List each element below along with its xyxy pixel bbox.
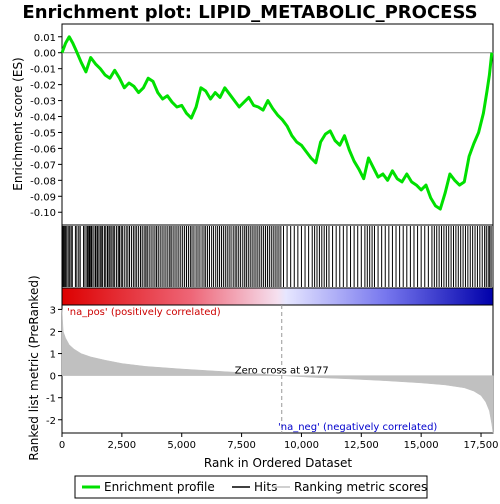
- legend: Enrichment profile Hits Ranking metric sco…: [82, 480, 427, 494]
- rank-xtick-label: 10,000: [284, 440, 319, 451]
- rank-xtick-label: 7,500: [227, 440, 256, 451]
- rank-xtick-label: 17,500: [464, 440, 499, 451]
- metric-ytick-label: 1: [50, 350, 56, 361]
- es-ytick-label: -0.07: [30, 160, 56, 171]
- rank-xtick-label: 15,000: [404, 440, 439, 451]
- legend-label: Ranking metric scores: [294, 480, 427, 494]
- es-axis: 0.01 0.00 -0.01 -0.02 -0.03 -0.04 -0.05 -0.06 -0…: [30, 33, 62, 219]
- metric-ytick-label: 3: [50, 305, 56, 316]
- rank-xtick-label: 12,500: [344, 440, 379, 451]
- hits-group: [61, 226, 492, 287]
- es-ytick-label: -0.09: [30, 192, 56, 203]
- legend-box: [74, 475, 428, 499]
- legend-label: Enrichment profile: [104, 480, 215, 494]
- es-ytick-label: -0.06: [30, 144, 56, 155]
- metric-ytick-label: -2: [46, 416, 56, 427]
- es-ytick-label: -0.10: [30, 208, 56, 219]
- es-ytick-label: 0.00: [34, 49, 56, 60]
- metric-ytick-label: 2: [50, 327, 56, 338]
- rank-xtick-label: 5,000: [167, 440, 196, 451]
- es-ytick-label: -0.03: [30, 97, 56, 108]
- es-ytick-label: -0.08: [30, 176, 56, 187]
- es-ytick-label: -0.01: [30, 65, 56, 76]
- metric-axis: 3 2 1 0 -1 -2: [46, 305, 62, 427]
- rank-xlabel: Rank in Ordered Dataset: [204, 456, 352, 470]
- zero-cross-label: Zero cross at 9177: [235, 366, 329, 377]
- es-ylabel: Enrichment score (ES): [11, 57, 25, 190]
- metric-ylabel: Ranked list metric (PreRanked): [27, 275, 41, 460]
- rank-xtick-label: 0: [59, 440, 65, 451]
- enrichment-profile-line: [60, 35, 494, 211]
- es-ytick-label: -0.02: [30, 81, 56, 92]
- legend-label: Hits: [254, 480, 277, 494]
- es-ytick-label: -0.05: [30, 128, 56, 139]
- metric-ytick-label: 0: [50, 372, 56, 383]
- es-ytick-label: 0.01: [34, 33, 56, 44]
- chart-title: Enrichment plot: LIPID_METABOLIC_PROCESS: [22, 2, 477, 23]
- rank-color-bar: [61, 287, 494, 306]
- rank-axis: 0 2,500 5,000 7,500 10,000 12,500 15,000 17,500: [59, 433, 499, 451]
- metric-ytick-label: -1: [46, 394, 56, 405]
- es-ytick-label: -0.04: [30, 113, 56, 124]
- rank-xtick-label: 2,500: [108, 440, 137, 451]
- es-panel-frame: [61, 23, 494, 226]
- pos-correlated-label: 'na_pos' (positively correlated): [67, 307, 221, 318]
- neg-correlated-label: 'na_neg' (negatively correlated): [278, 422, 437, 433]
